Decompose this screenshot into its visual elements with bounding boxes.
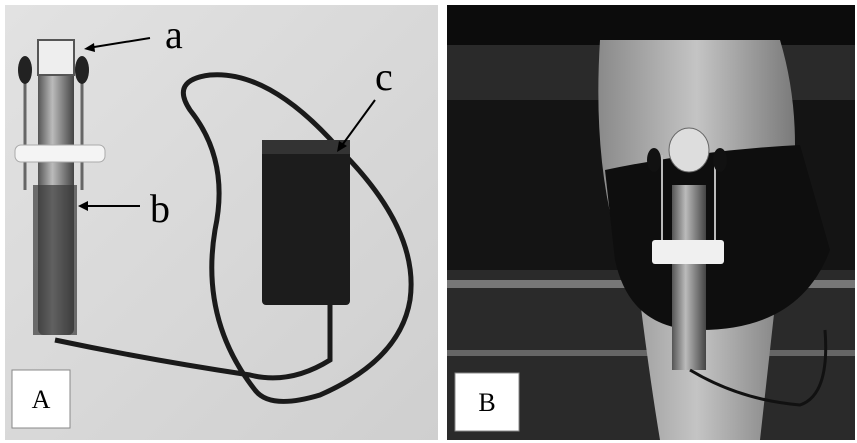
figure: a b c A B (0, 0, 857, 443)
clip (18, 56, 32, 84)
clip (647, 148, 661, 172)
lamp (669, 128, 709, 172)
lamp (38, 40, 74, 75)
panel-label: B (478, 388, 495, 417)
annotation: a (165, 12, 183, 57)
clip (75, 56, 89, 84)
brush (33, 185, 77, 335)
cylinder (672, 185, 706, 370)
panel-label: A (32, 385, 51, 414)
annotation: b (150, 186, 170, 231)
battery-lid (262, 140, 350, 154)
shorts (447, 5, 855, 45)
clamp (652, 240, 724, 264)
annotation: c (375, 54, 393, 99)
clamp (15, 145, 105, 162)
panel-b: B (447, 5, 855, 440)
battery-box (262, 140, 350, 305)
clip (713, 148, 727, 172)
panel-a: a b c A (5, 5, 438, 440)
